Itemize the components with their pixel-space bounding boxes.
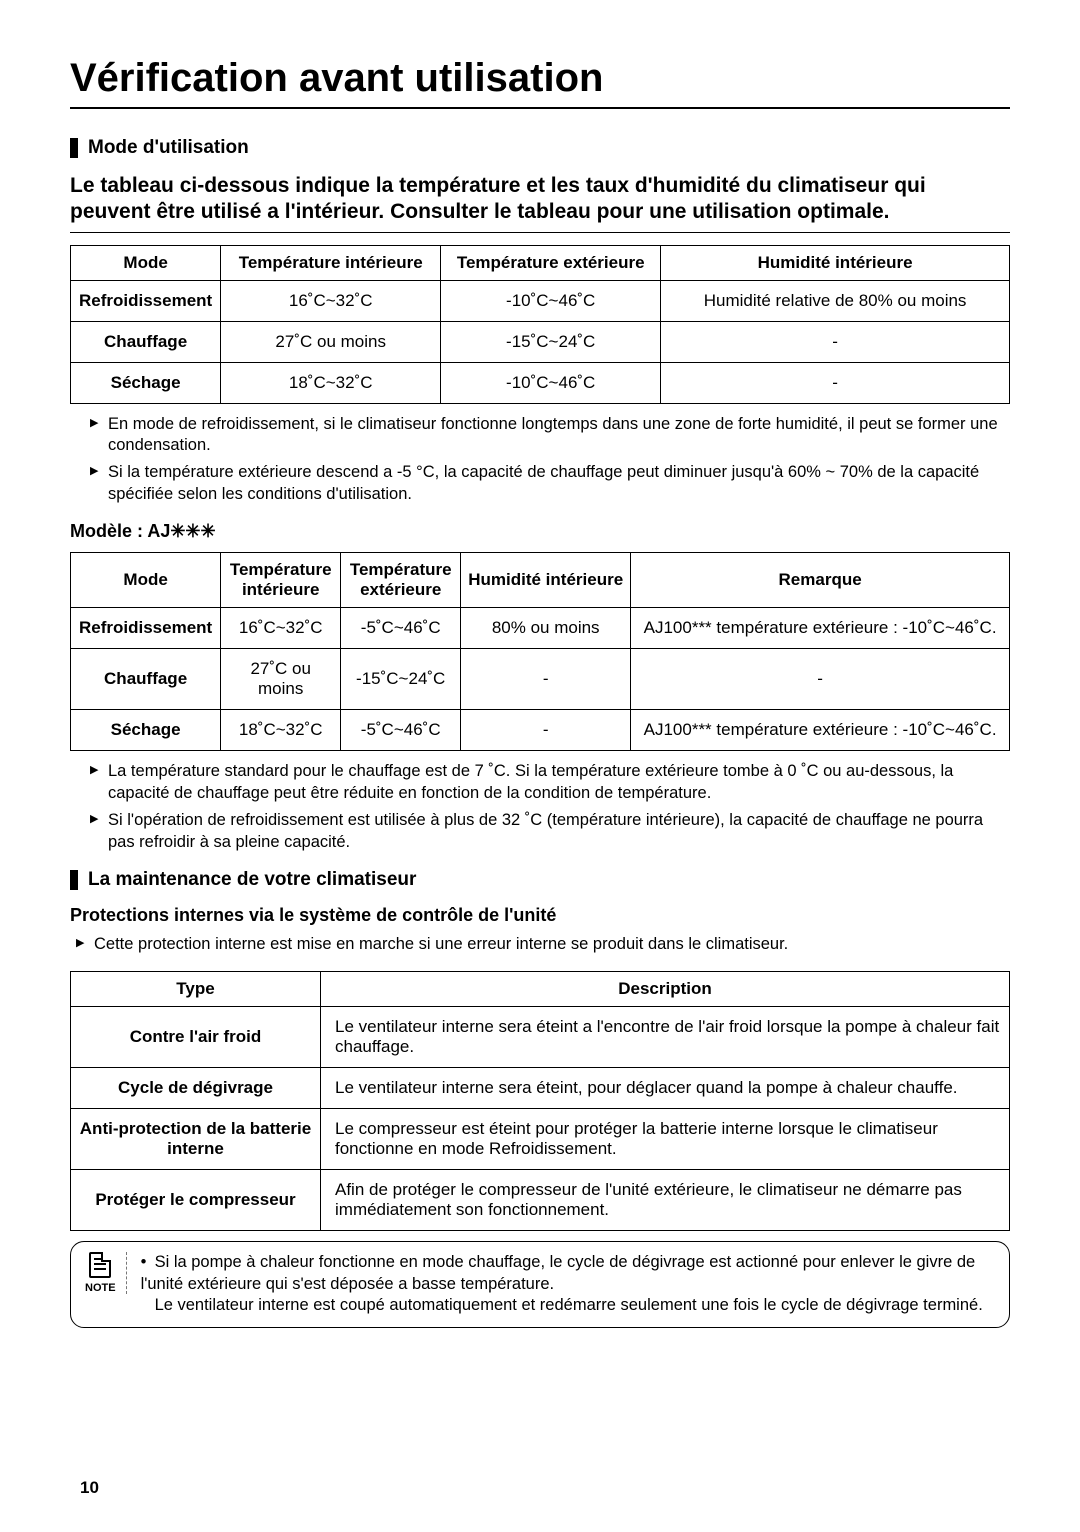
t2-h2: Température extérieure [341, 553, 461, 608]
note-text: •Si la pompe à chaleur fonctionne en mod… [141, 1252, 995, 1316]
table-row: Protéger le compresseur Afin de protéger… [71, 1170, 1010, 1231]
note-box: NOTE •Si la pompe à chaleur fonctionne e… [70, 1241, 1010, 1327]
bullet-item: La température standard pour le chauffag… [90, 761, 1010, 804]
t1-h3: Humidité intérieure [661, 245, 1010, 280]
note-label: NOTE [85, 1282, 116, 1294]
t2-h0: Mode [71, 553, 221, 608]
t3-h1: Description [321, 972, 1010, 1007]
table-row: Séchage 18˚C~32˚C -10˚C~46˚C - [71, 362, 1010, 403]
t1-h0: Mode [71, 245, 221, 280]
note-icon-block: NOTE [85, 1252, 127, 1294]
subsection-heading: Protections internes via le système de c… [70, 905, 1010, 926]
section-heading: Mode d'utilisation [88, 137, 249, 159]
note-line-1: Si la pompe à chaleur fonctionne en mode… [141, 1253, 976, 1292]
intro-text: Le tableau ci-dessous indique la tempéra… [70, 173, 1010, 226]
table-row: Refroidissement 16˚C~32˚C -10˚C~46˚C Hum… [71, 280, 1010, 321]
bullets-2: La température standard pour le chauffag… [90, 761, 1010, 853]
note-line-2: Le ventilateur interne est coupé automat… [141, 1295, 983, 1316]
table-row: Anti-protection de la batterie interne L… [71, 1109, 1010, 1170]
note-icon [89, 1252, 111, 1278]
model-label: Modèle : AJ✳✳✳ [70, 521, 1010, 542]
bullet-item: Si la température extérieure descend a -… [90, 462, 1010, 505]
table-row: Chauffage 27˚C ou moins -15˚C~24˚C - - [71, 649, 1010, 710]
table-row: Refroidissement 16˚C~32˚C -5˚C~46˚C 80% … [71, 608, 1010, 649]
table-modele-aj: Mode Température intérieure Température … [70, 552, 1010, 751]
title-rule [70, 107, 1010, 109]
page-title: Vérification avant utilisation [70, 56, 1010, 101]
section-maintenance: La maintenance de votre climatiseur [70, 869, 1010, 891]
bullet-item: Cette protection interne est mise en mar… [76, 934, 1010, 955]
page-number: 10 [80, 1478, 99, 1498]
section-marker [70, 870, 78, 890]
table-row: Chauffage 27˚C ou moins -15˚C~24˚C - [71, 321, 1010, 362]
bullet-item: Si l'opération de refroidissement est ut… [90, 810, 1010, 853]
intro-rule [70, 232, 1010, 233]
bullets-3: Cette protection interne est mise en mar… [76, 934, 1010, 955]
t2-h4: Remarque [631, 553, 1010, 608]
bullet-item: En mode de refroidissement, si le climat… [90, 414, 1010, 457]
t2-h1: Température intérieure [221, 553, 341, 608]
section-heading: La maintenance de votre climatiseur [88, 869, 416, 891]
section-marker [70, 138, 78, 158]
table-row: Contre l'air froid Le ventilateur intern… [71, 1007, 1010, 1068]
t3-h0: Type [71, 972, 321, 1007]
table-row: Séchage 18˚C~32˚C -5˚C~46˚C - AJ100*** t… [71, 710, 1010, 751]
bullets-1: En mode de refroidissement, si le climat… [90, 414, 1010, 506]
t2-h3: Humidité intérieure [461, 553, 631, 608]
table-mode-utilisation: Mode Température intérieure Température … [70, 245, 1010, 404]
section-mode-utilisation: Mode d'utilisation [70, 137, 1010, 159]
table-protections: Type Description Contre l'air froid Le v… [70, 971, 1010, 1231]
t1-h1: Température intérieure [221, 245, 441, 280]
table-row: Cycle de dégivrage Le ventilateur intern… [71, 1068, 1010, 1109]
t1-h2: Température extérieure [441, 245, 661, 280]
